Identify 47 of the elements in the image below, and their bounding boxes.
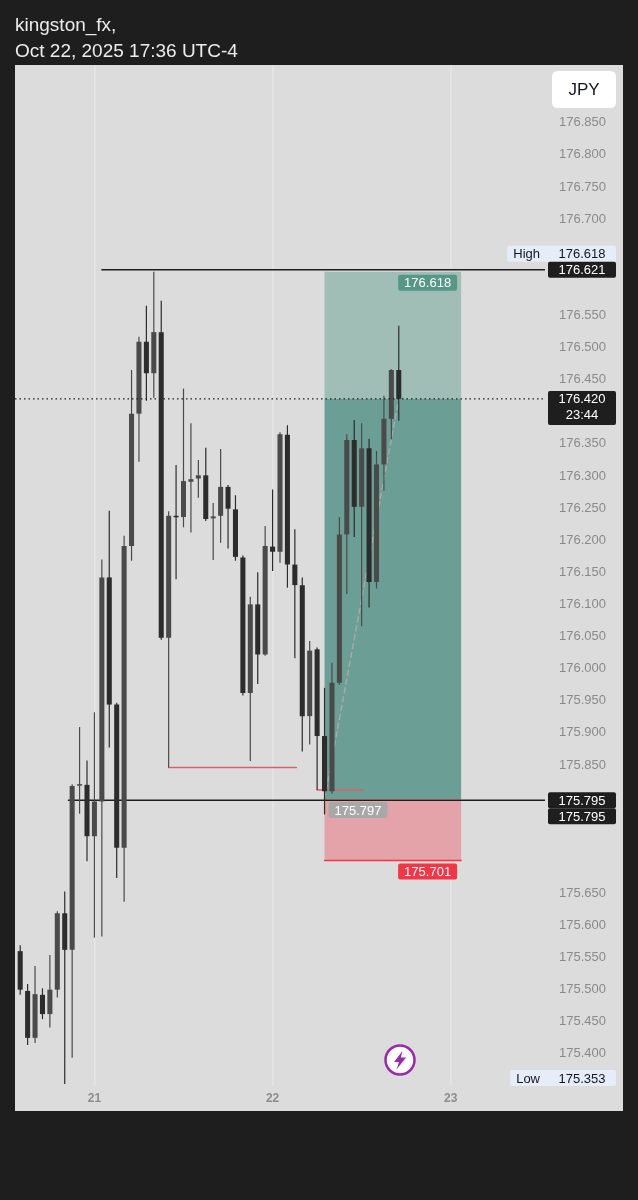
candlestick — [210, 502, 216, 561]
data-label: 176.618 — [404, 275, 452, 291]
data-label: 176.621 — [558, 262, 606, 278]
y-tick-label: 176.250 — [559, 499, 606, 515]
candlestick — [39, 987, 45, 1020]
y-tick-label: 176.050 — [559, 628, 606, 644]
y-tick-label: 175.900 — [559, 724, 606, 740]
candlestick — [225, 484, 231, 550]
x-tick-label: 23 — [444, 1090, 458, 1105]
y-tick-label: 176.800 — [559, 146, 606, 162]
chart-title: kingston_fx, — [15, 13, 118, 38]
text: Low 175.353 — [516, 1070, 606, 1086]
y-tick-label: 176.850 — [559, 114, 606, 130]
y-tick-label: 176.500 — [559, 339, 606, 355]
y-tick-label: 176.550 — [559, 307, 606, 323]
y-tick-label: 176.150 — [559, 563, 606, 579]
y-tick-label: 176.350 — [559, 435, 606, 451]
y-tick-label: 176.100 — [559, 595, 606, 611]
y-tick-label: 176.000 — [559, 660, 606, 676]
y-tick-label: 176.300 — [559, 467, 606, 483]
y-tick-label: 175.450 — [559, 1013, 606, 1029]
y-tick-label: 175.400 — [559, 1045, 606, 1061]
data-label: 175.797 — [334, 802, 382, 818]
y-tick-label: 175.650 — [559, 884, 606, 900]
data-label: 175.795 — [558, 808, 606, 824]
text: JPY — [568, 79, 600, 99]
y-tick-label: 175.600 — [559, 917, 606, 933]
candlestick — [292, 528, 298, 659]
candlestick — [188, 422, 194, 534]
candlestick — [270, 488, 276, 572]
candlestick — [195, 459, 201, 499]
chart-subtitle: Oct 22, 2025 17:36 UTC-4 — [15, 39, 238, 63]
annotation: 175.795 — [558, 792, 606, 808]
y-tick-label: 176.450 — [559, 371, 606, 387]
y-tick-label: 175.850 — [559, 756, 606, 772]
x-tick-label: 22 — [265, 1090, 280, 1105]
ref-line-label: 176.420 23:44 — [558, 391, 606, 423]
x-tick-label: 21 — [87, 1090, 102, 1105]
y-tick-label: 176.700 — [559, 210, 606, 226]
y-tick-label: 176.200 — [559, 531, 606, 547]
candlestick — [77, 726, 83, 815]
y-tick-label: 175.500 — [559, 981, 606, 997]
y-tick-label: 175.550 — [559, 949, 606, 965]
y-tick-label: 175.950 — [559, 692, 606, 708]
data-label: 175.701 — [404, 864, 452, 880]
text: High 176.618 — [513, 246, 606, 262]
y-tick-label: 176.750 — [559, 178, 606, 194]
